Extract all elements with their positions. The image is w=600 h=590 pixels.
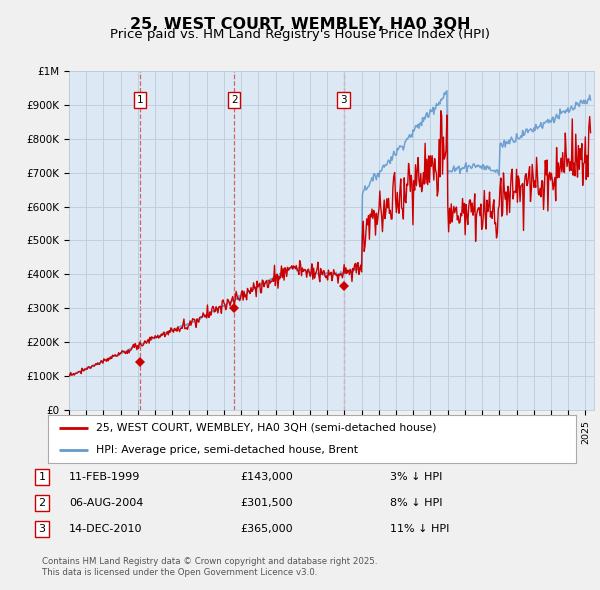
Text: £365,000: £365,000	[240, 524, 293, 533]
Text: 8% ↓ HPI: 8% ↓ HPI	[390, 498, 443, 507]
Text: This data is licensed under the Open Government Licence v3.0.: This data is licensed under the Open Gov…	[42, 568, 317, 577]
Text: 1: 1	[38, 472, 46, 481]
Text: 2: 2	[231, 94, 238, 104]
Text: £143,000: £143,000	[240, 472, 293, 481]
Text: 3% ↓ HPI: 3% ↓ HPI	[390, 472, 442, 481]
Text: £301,500: £301,500	[240, 498, 293, 507]
Text: 3: 3	[38, 524, 46, 533]
Text: 25, WEST COURT, WEMBLEY, HA0 3QH: 25, WEST COURT, WEMBLEY, HA0 3QH	[130, 17, 470, 31]
Text: 11% ↓ HPI: 11% ↓ HPI	[390, 524, 449, 533]
Text: 2: 2	[38, 498, 46, 507]
Text: 1: 1	[137, 94, 143, 104]
Text: 3: 3	[340, 94, 347, 104]
Text: 06-AUG-2004: 06-AUG-2004	[69, 498, 143, 507]
Text: 14-DEC-2010: 14-DEC-2010	[69, 524, 143, 533]
Text: 11-FEB-1999: 11-FEB-1999	[69, 472, 140, 481]
Text: Contains HM Land Registry data © Crown copyright and database right 2025.: Contains HM Land Registry data © Crown c…	[42, 558, 377, 566]
Text: HPI: Average price, semi-detached house, Brent: HPI: Average price, semi-detached house,…	[95, 445, 358, 455]
Text: Price paid vs. HM Land Registry's House Price Index (HPI): Price paid vs. HM Land Registry's House …	[110, 28, 490, 41]
Text: 25, WEST COURT, WEMBLEY, HA0 3QH (semi-detached house): 25, WEST COURT, WEMBLEY, HA0 3QH (semi-d…	[95, 423, 436, 433]
